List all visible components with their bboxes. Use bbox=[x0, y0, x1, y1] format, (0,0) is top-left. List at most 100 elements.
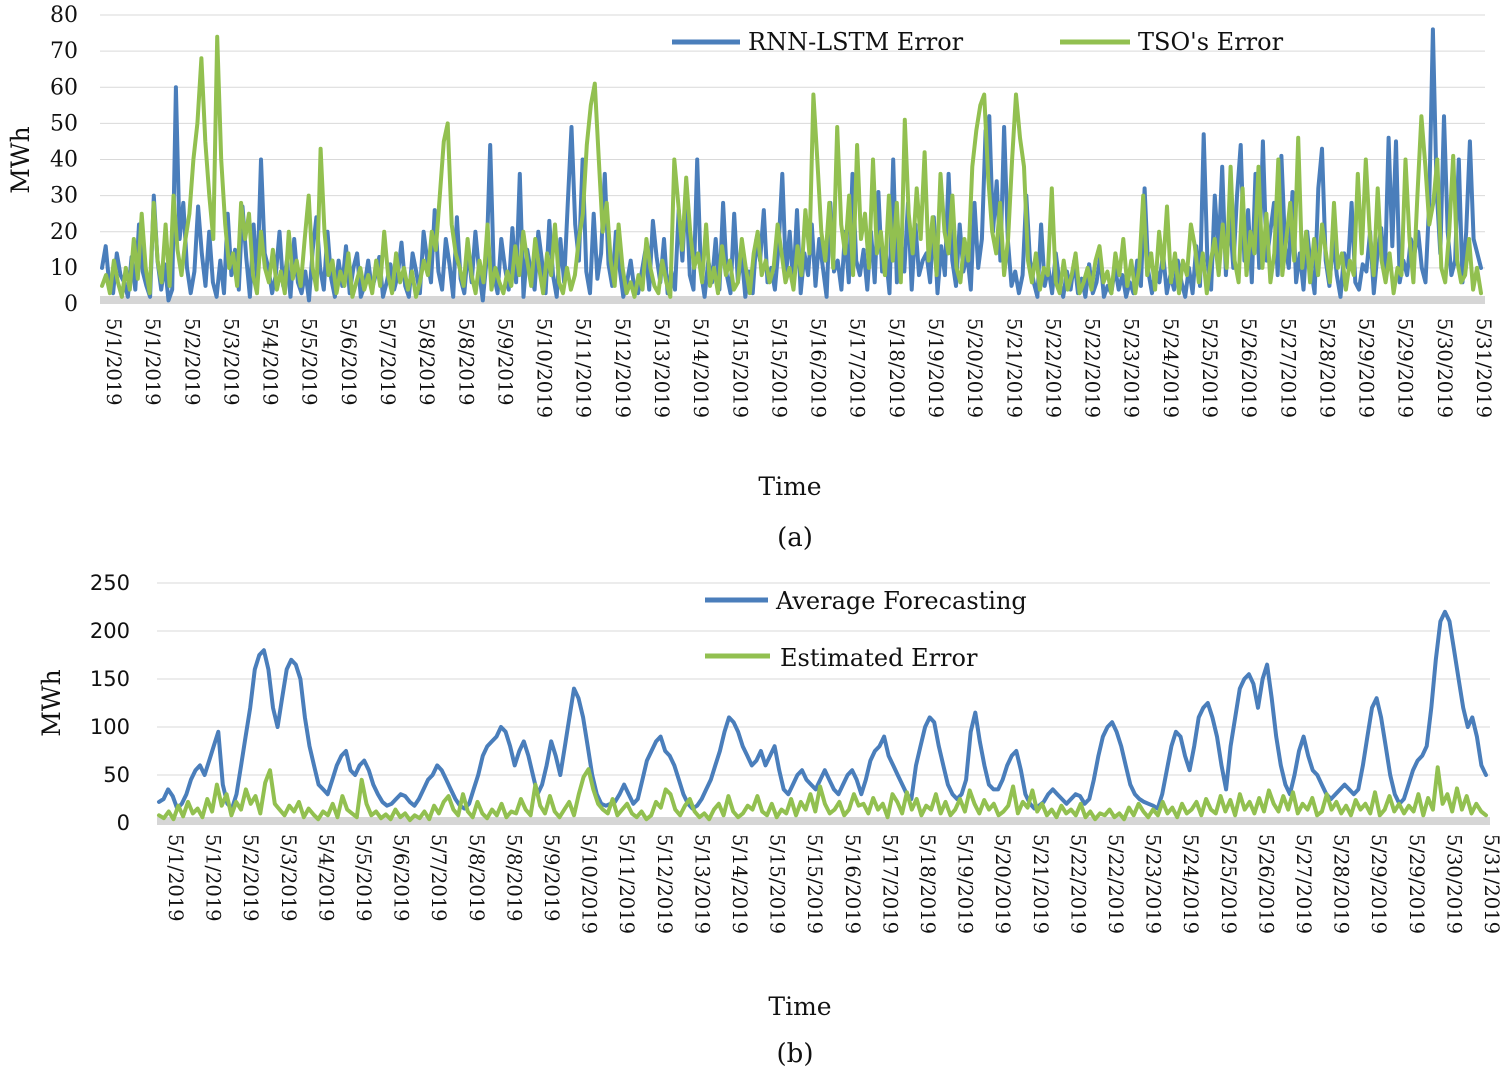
chart-a-xtick-label: 5/18/2019 bbox=[885, 318, 908, 418]
chart-b-legend-err: Estimated Error bbox=[780, 644, 978, 672]
chart-b-xtick-label: 5/17/2019 bbox=[878, 834, 901, 934]
chart-b-xtick-label: 5/12/2019 bbox=[653, 834, 676, 934]
chart-b-xtick-label: 5/19/2019 bbox=[954, 834, 977, 934]
chart-a-ytick-label: 20 bbox=[50, 220, 78, 245]
chart-a-xtick-label: 5/8/2019 bbox=[415, 318, 438, 406]
chart-a-ytick-label: 70 bbox=[50, 39, 78, 64]
chart-a-xtick-label: 5/16/2019 bbox=[807, 318, 830, 418]
chart-a-ytick-label: 80 bbox=[50, 3, 78, 28]
chart-a-series-line-1 bbox=[100, 34, 1483, 299]
chart-a-gridlines bbox=[100, 14, 1485, 269]
chart-a-legend: RNN-LSTM Error TSO's Error bbox=[672, 28, 1284, 56]
chart-b-ytick-label: 100 bbox=[90, 715, 130, 739]
chart-b-ytick-label: 200 bbox=[90, 619, 130, 643]
chart-a-xtick-label: 5/27/2019 bbox=[1276, 318, 1299, 418]
chart-a-xtick-label: 5/15/2019 bbox=[728, 318, 751, 418]
chart-a-xtick-label: 5/2/2019 bbox=[180, 318, 203, 406]
chart-a-ytick-label: 50 bbox=[50, 111, 78, 136]
chart-a-xtick-label: 5/7/2019 bbox=[376, 318, 399, 406]
chart-a-xtick-label: 5/20/2019 bbox=[963, 318, 986, 418]
chart-b-xtick-label: 5/3/2019 bbox=[277, 834, 300, 922]
chart-b-xtick-label: 5/16/2019 bbox=[841, 834, 864, 934]
chart-b-xtick-label: 5/9/2019 bbox=[540, 834, 563, 922]
chart-b-ytick-label: 50 bbox=[103, 763, 130, 787]
chart-b-legend-avg: Average Forecasting bbox=[775, 587, 1027, 615]
chart-b-xtick-label: 5/28/2019 bbox=[1330, 834, 1353, 934]
chart-a-xtick-label: 5/24/2019 bbox=[1159, 318, 1182, 418]
chart-b-xtick-label: 5/4/2019 bbox=[314, 834, 337, 922]
chart-a-series bbox=[100, 27, 1483, 303]
chart-b-xtick-label: 5/6/2019 bbox=[390, 834, 413, 922]
chart-a-xtick-label: 5/5/2019 bbox=[298, 318, 321, 406]
chart-a-caption: (a) bbox=[777, 523, 813, 553]
chart-a-zero-band bbox=[100, 296, 1485, 304]
chart-a-xtick-label: 5/30/2019 bbox=[1433, 318, 1456, 418]
chart-a-xtick-label: 5/26/2019 bbox=[1237, 318, 1260, 418]
chart-b-xtick-label: 5/27/2019 bbox=[1292, 834, 1315, 934]
chart-a-ylabel: MWh bbox=[6, 126, 35, 193]
chart-b-x-ticks: 5/1/2019 5/1/2019 5/2/2019 5/3/2019 5/4/2019… bbox=[164, 834, 1500, 934]
chart-b-xtick-label: 5/31/2019 bbox=[1480, 834, 1500, 934]
chart-a-xtick-label: 5/22/2019 bbox=[1041, 318, 1064, 418]
chart-a-xtick-label: 5/1/2019 bbox=[141, 318, 164, 406]
chart-a-ytick-label: 0 bbox=[64, 292, 78, 317]
chart-b-xtick-label: 5/29/2019 bbox=[1367, 834, 1390, 934]
chart-b-xlabel: Time bbox=[768, 992, 831, 1021]
chart-b-xtick-label: 5/14/2019 bbox=[728, 834, 751, 934]
chart-b-series-line-1 bbox=[157, 765, 1488, 823]
chart-b-xtick-label: 5/24/2019 bbox=[1179, 834, 1202, 934]
chart-b-caption: (b) bbox=[777, 1039, 814, 1069]
chart-a-xtick-label: 5/6/2019 bbox=[337, 318, 360, 406]
chart-b-ytick-label: 0 bbox=[117, 811, 130, 835]
chart-a-xtick-label: 5/1/2019 bbox=[102, 318, 125, 406]
chart-b-ylabel: MWh bbox=[37, 669, 66, 736]
chart-a-y-ticks: 0 10 20 30 40 50 60 70 80 bbox=[50, 3, 78, 317]
chart-b-xtick-label: 5/8/2019 bbox=[502, 834, 525, 922]
chart-b-xtick-label: 5/8/2019 bbox=[465, 834, 488, 922]
chart-b-xtick-label: 5/22/2019 bbox=[1066, 834, 1089, 934]
chart-a-ytick-label: 30 bbox=[50, 184, 78, 209]
chart-a-xtick-label: 5/4/2019 bbox=[259, 318, 282, 406]
chart-b: 0 50 100 150 200 250 5/1/2019 5/1/2019 5/2/2019… bbox=[37, 571, 1500, 1069]
chart-a-xtick-label: 5/29/2019 bbox=[1394, 318, 1417, 418]
chart-b-ytick-label: 250 bbox=[90, 571, 130, 595]
chart-b-xtick-label: 5/23/2019 bbox=[1142, 834, 1165, 934]
chart-a-legend-rnn: RNN-LSTM Error bbox=[748, 28, 964, 56]
chart-a-xtick-label: 5/15/2019 bbox=[767, 318, 790, 418]
chart-a-xtick-label: 5/11/2019 bbox=[572, 318, 595, 418]
chart-b-xtick-label: 5/26/2019 bbox=[1254, 834, 1277, 934]
chart-b-xtick-label: 5/30/2019 bbox=[1442, 834, 1465, 934]
chart-a-xtick-label: 5/10/2019 bbox=[533, 318, 556, 418]
chart-a-xtick-label: 5/28/2019 bbox=[1315, 318, 1338, 418]
chart-a-xtick-label: 5/22/2019 bbox=[1081, 318, 1104, 418]
chart-b-ytick-label: 150 bbox=[90, 667, 130, 691]
chart-a-legend-tso: TSO's Error bbox=[1138, 28, 1284, 56]
chart-b-xtick-label: 5/18/2019 bbox=[916, 834, 939, 934]
chart-b-xtick-label: 5/22/2019 bbox=[1104, 834, 1127, 934]
chart-a-xtick-label: 5/9/2019 bbox=[493, 318, 516, 406]
chart-b-series-line-0 bbox=[157, 609, 1488, 811]
chart-a-xtick-label: 5/19/2019 bbox=[924, 318, 947, 418]
chart-a-ytick-label: 40 bbox=[50, 148, 78, 173]
chart-b-xtick-label: 5/7/2019 bbox=[427, 834, 450, 922]
chart-b-xtick-label: 5/25/2019 bbox=[1217, 834, 1240, 934]
chart-a-xtick-label: 5/13/2019 bbox=[650, 318, 673, 418]
chart-a-xtick-label: 5/29/2019 bbox=[1355, 318, 1378, 418]
chart-b-xtick-label: 5/15/2019 bbox=[803, 834, 826, 934]
chart-a-xtick-label: 5/31/2019 bbox=[1472, 318, 1495, 418]
chart-b-zero-band bbox=[157, 817, 1490, 825]
chart-a-ytick-label: 10 bbox=[50, 256, 78, 281]
chart-b-y-ticks: 0 50 100 150 200 250 bbox=[90, 571, 130, 835]
chart-a-x-ticks: 5/1/2019 5/1/2019 5/2/2019 5/3/2019 5/4/2019… bbox=[102, 318, 1495, 418]
chart-b-xtick-label: 5/2/2019 bbox=[239, 834, 262, 922]
chart-a-xlabel: Time bbox=[758, 472, 821, 501]
chart-b-xtick-label: 5/21/2019 bbox=[1029, 834, 1052, 934]
chart-b-xtick-label: 5/13/2019 bbox=[690, 834, 713, 934]
chart-b-xtick-label: 5/11/2019 bbox=[615, 834, 638, 934]
chart-b-xtick-label: 5/29/2019 bbox=[1405, 834, 1428, 934]
chart-b-xtick-label: 5/1/2019 bbox=[164, 834, 187, 922]
chart-b-xtick-label: 5/15/2019 bbox=[766, 834, 789, 934]
chart-b-xtick-label: 5/1/2019 bbox=[202, 834, 225, 922]
chart-a-xtick-label: 5/12/2019 bbox=[611, 318, 634, 418]
